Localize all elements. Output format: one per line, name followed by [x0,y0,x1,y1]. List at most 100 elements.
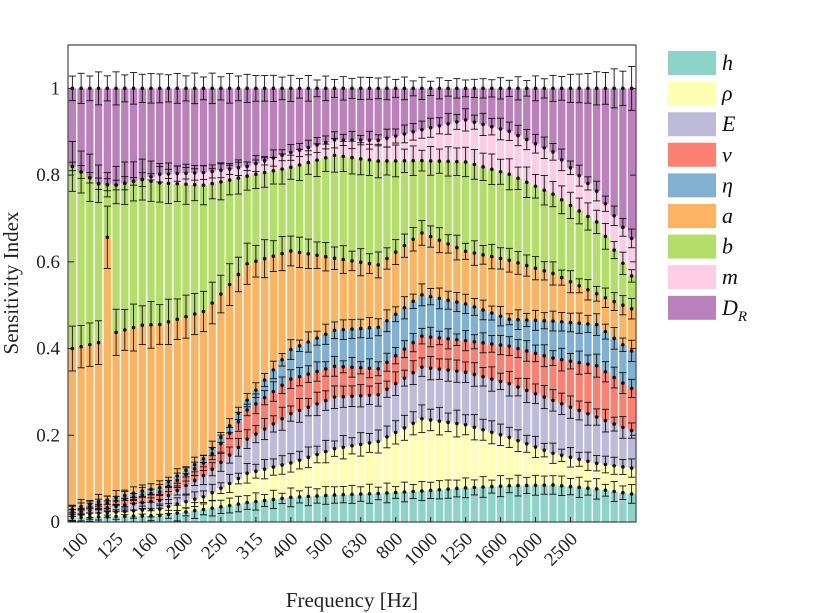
error-bar-D_R-17 [217,76,225,101]
error-bar-h-39 [409,484,417,499]
error-bar-ρ-24 [278,455,286,475]
error-bar-ν-63 [619,372,627,394]
error-bar-E-40 [418,357,426,377]
bar-h-40 [418,491,426,522]
y-tick-label: 0.6 [36,252,60,273]
bar-h-55 [549,484,557,522]
bar-E-40 [418,367,426,419]
bar-D_R-2 [86,88,94,178]
bar-η-43 [444,300,452,339]
bar-ρ-25 [287,462,295,498]
error-bar-h-34 [365,483,374,504]
bar-h-44 [453,488,461,522]
error-bar-D_R-61 [601,71,610,105]
bar-a-59 [584,289,592,324]
bar-ν-56 [558,359,566,404]
bar-ν-47 [479,342,487,377]
bar-h-37 [392,492,400,522]
error-bar-η-2 [86,500,94,508]
error-bar-η-21 [252,382,260,399]
bar-h-62 [610,491,618,522]
error-bar-D_R-19 [234,75,242,102]
error-bar-h-42 [435,480,443,500]
error-bar-D_R-53 [531,75,540,102]
bar-E-61 [601,420,610,465]
bar-D_R-63 [619,88,627,228]
error-bar-D_R-14 [191,72,199,105]
bar-D_R-39 [409,88,417,132]
error-bar-E-47 [479,367,487,387]
error-bar-ν-42 [435,330,443,346]
error-bar-b-64 [628,269,636,283]
error-bar-m-19 [234,159,242,176]
error-bar-ν-48 [488,335,496,353]
error-bar-ν-54 [540,344,548,368]
bar-a-57 [566,281,575,323]
error-bar-ν-55 [549,350,557,366]
bar-D_R-11 [164,88,173,174]
error-bar-E-25 [287,405,295,422]
bar-E-29 [322,400,330,452]
error-bar-a-15 [199,290,208,333]
bar-b-28 [313,160,321,256]
error-bar-η-26 [295,339,304,352]
error-bar-ν-56 [558,347,566,372]
error-bar-a-35 [374,251,382,279]
bar-h-53 [531,485,540,522]
bar-h-52 [523,485,531,522]
x-tick-label: 315 [232,529,267,564]
bar-a-52 [523,265,531,320]
bar-a-20 [243,263,251,401]
error-bar-D_R-57 [566,73,575,103]
bar-b-35 [374,161,382,265]
error-bar-η-28 [313,330,321,346]
bar-ρ-54 [540,450,548,486]
bar-a-12 [173,319,181,476]
error-bar-D_R-32 [348,77,356,99]
bar-h-63 [619,492,627,522]
bar-η-39 [409,301,417,343]
y-axis-label: Sensitivity Index [0,211,23,354]
error-bar-D_R-43 [444,80,452,97]
error-bar-η-40 [418,283,426,307]
error-bar-ν-27 [304,365,312,383]
error-bar-a-11 [164,298,173,345]
bar-D_R-32 [348,88,356,141]
error-bar-η-51 [514,309,522,330]
bar-E-58 [575,410,583,460]
error-bar-b-41 [427,146,435,176]
bar-m-59 [584,183,592,217]
error-bar-E-21 [252,425,260,444]
error-bar-h-50 [505,478,513,494]
error-bar-D_R-38 [400,76,409,101]
bar-a-17 [217,294,225,438]
error-bar-D_R-63 [619,70,627,107]
bar-a-46 [470,253,479,307]
error-bar-a-56 [558,269,566,286]
error-bar-a-47 [479,244,487,265]
bar-D_R-49 [496,88,505,129]
legend-entry-h: h [668,50,733,75]
bar-ν-26 [295,376,304,411]
bar-E-45 [461,372,470,425]
bar-m-60 [593,191,601,222]
error-bar-a-51 [514,251,522,275]
error-bar-η-63 [619,337,627,352]
error-bar-E-54 [540,385,548,410]
bar-b-29 [322,157,330,257]
error-bar-m-26 [295,142,304,158]
bar-b-20 [243,176,251,264]
error-bar-b-31 [339,140,347,172]
bar-ρ-59 [584,461,592,489]
error-bar-h-19 [234,495,242,513]
bar-E-22 [260,429,269,470]
error-bar-ν-34 [365,358,374,379]
bar-D_R-16 [208,88,216,172]
error-bar-b-38 [400,148,409,173]
bar-a-16 [208,303,216,449]
bar-ν-62 [610,377,618,425]
error-bar-η-45 [462,293,470,314]
error-bar-a-29 [322,242,330,272]
bar-h-35 [374,493,382,522]
error-bar-D_R-20 [243,73,251,103]
